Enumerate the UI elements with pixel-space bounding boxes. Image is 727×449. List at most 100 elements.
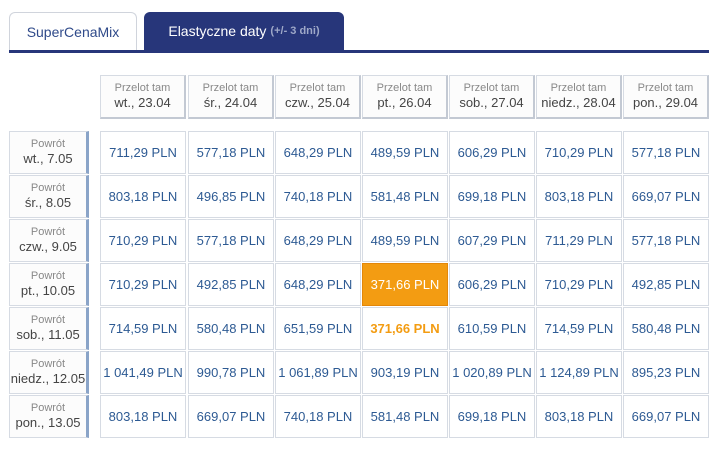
price-value: 714,59 PLN (108, 321, 178, 336)
price-cell[interactable]: 577,18 PLN (188, 219, 274, 262)
price-cell[interactable]: 648,29 PLN (275, 131, 361, 174)
price-cell[interactable]: 577,18 PLN (623, 219, 709, 262)
price-cell[interactable]: 492,85 PLN (623, 263, 709, 306)
row-header-date: pt., 10.05 (20, 283, 76, 298)
price-cell[interactable]: 710,29 PLN (100, 219, 186, 262)
column-header-date: niedz., 28.04 (541, 95, 616, 110)
row-header-label: Powrót (30, 358, 66, 370)
price-value: 648,29 PLN (283, 233, 353, 248)
tab-supercenamix[interactable]: SuperCenaMix (9, 12, 137, 50)
row-header-label: Powrót (30, 270, 66, 282)
row-header-date: czw., 9.05 (19, 239, 77, 254)
price-cell[interactable]: 1 124,89 PLN (536, 351, 622, 394)
price-cell[interactable]: 803,18 PLN (536, 175, 622, 218)
column-header-date: śr., 24.04 (203, 95, 258, 110)
price-value: 803,18 PLN (108, 189, 178, 204)
price-value: 489,59 PLN (370, 233, 440, 248)
price-value: 577,18 PLN (631, 145, 701, 160)
price-value: 990,78 PLN (196, 365, 266, 380)
price-value: 581,48 PLN (370, 409, 440, 424)
price-value: 803,18 PLN (544, 189, 614, 204)
price-value: 710,29 PLN (544, 145, 614, 160)
price-cell[interactable]: 1 020,89 PLN (449, 351, 535, 394)
price-cell[interactable]: 669,07 PLN (623, 395, 709, 438)
row-header: Powrót niedz., 12.05 (9, 351, 89, 394)
row-header: Powrót pt., 10.05 (9, 263, 89, 306)
price-value: 606,29 PLN (457, 145, 527, 160)
price-cell[interactable]: 580,48 PLN (188, 307, 274, 350)
price-value: 577,18 PLN (196, 233, 266, 248)
price-cell[interactable]: 577,18 PLN (188, 131, 274, 174)
price-cell[interactable]: 903,19 PLN (362, 351, 448, 394)
price-cell[interactable]: 669,07 PLN (623, 175, 709, 218)
row-header-label: Powrót (30, 138, 66, 150)
price-cell[interactable]: 714,59 PLN (536, 307, 622, 350)
price-cell[interactable]: 580,48 PLN (623, 307, 709, 350)
column-header-label: Przelot tam (637, 82, 694, 94)
column-header-label: Przelot tam (202, 82, 259, 94)
column-header-date: sob., 27.04 (459, 95, 524, 110)
column-header-label: Przelot tam (114, 82, 171, 94)
price-cell[interactable]: 648,29 PLN (275, 263, 361, 306)
price-cell[interactable]: 710,29 PLN (536, 263, 622, 306)
price-cell[interactable]: 711,29 PLN (100, 131, 186, 174)
column-header: Przelot tam sob., 27.04 (449, 75, 535, 119)
price-cell[interactable]: 990,78 PLN (188, 351, 274, 394)
price-cell[interactable]: 371,66 PLN (362, 263, 448, 306)
price-cell[interactable]: 581,48 PLN (362, 395, 448, 438)
column-header: Przelot tam czw., 25.04 (275, 75, 361, 119)
price-cell[interactable]: 1 061,89 PLN (275, 351, 361, 394)
price-cell[interactable]: 606,29 PLN (449, 131, 535, 174)
price-cell[interactable]: 699,18 PLN (449, 395, 535, 438)
tab-supercenamix-label: SuperCenaMix (26, 23, 120, 40)
price-cell[interactable]: 710,29 PLN (536, 131, 622, 174)
price-cell[interactable]: 803,18 PLN (536, 395, 622, 438)
price-value: 669,07 PLN (631, 189, 701, 204)
row-header-date: niedz., 12.05 (10, 371, 86, 386)
price-value: 607,29 PLN (457, 233, 527, 248)
price-cell[interactable]: 895,23 PLN (623, 351, 709, 394)
price-cell[interactable]: 1 041,49 PLN (100, 351, 186, 394)
price-cell[interactable]: 669,07 PLN (188, 395, 274, 438)
price-value: 648,29 PLN (283, 145, 353, 160)
tab-elastic-dates[interactable]: Elastyczne daty (+/- 3 dni) (144, 12, 344, 50)
price-cell[interactable]: 607,29 PLN (449, 219, 535, 262)
price-value: 489,59 PLN (370, 145, 440, 160)
price-value: 669,07 PLN (631, 409, 701, 424)
column-header-label: Przelot tam (376, 82, 433, 94)
price-value: 371,66 PLN (370, 321, 440, 336)
price-value: 606,29 PLN (457, 277, 527, 292)
price-cell[interactable]: 606,29 PLN (449, 263, 535, 306)
price-cell[interactable]: 496,85 PLN (188, 175, 274, 218)
row-header-date: pon., 13.05 (15, 415, 81, 430)
price-cell[interactable]: 651,59 PLN (275, 307, 361, 350)
column-header-label: Przelot tam (550, 82, 607, 94)
price-cell[interactable]: 714,59 PLN (100, 307, 186, 350)
price-cell[interactable]: 610,59 PLN (449, 307, 535, 350)
price-cell[interactable]: 803,18 PLN (100, 395, 186, 438)
price-cell[interactable]: 740,18 PLN (275, 175, 361, 218)
column-header: Przelot tam niedz., 28.04 (536, 75, 622, 119)
tab-elastic-label: Elastyczne daty (168, 23, 267, 39)
price-cell[interactable]: 699,18 PLN (449, 175, 535, 218)
price-cell[interactable]: 371,66 PLN (362, 307, 448, 350)
column-header-date: wt., 23.04 (114, 95, 171, 110)
column-header-label: Przelot tam (289, 82, 346, 94)
row-header-label: Powrót (30, 314, 66, 326)
price-cell[interactable]: 489,59 PLN (362, 219, 448, 262)
price-cell[interactable]: 577,18 PLN (623, 131, 709, 174)
row-header-date: wt., 7.05 (23, 151, 73, 166)
price-value: 740,18 PLN (283, 189, 353, 204)
row-header: Powrót pon., 13.05 (9, 395, 89, 438)
price-cell[interactable]: 489,59 PLN (362, 131, 448, 174)
price-value: 710,29 PLN (108, 277, 178, 292)
price-value: 1 124,89 PLN (539, 365, 619, 380)
price-cell[interactable]: 711,29 PLN (536, 219, 622, 262)
price-cell[interactable]: 492,85 PLN (188, 263, 274, 306)
price-cell[interactable]: 803,18 PLN (100, 175, 186, 218)
price-cell[interactable]: 648,29 PLN (275, 219, 361, 262)
price-cell[interactable]: 581,48 PLN (362, 175, 448, 218)
price-cell[interactable]: 740,18 PLN (275, 395, 361, 438)
row-header-date: śr., 8.05 (24, 195, 72, 210)
price-cell[interactable]: 710,29 PLN (100, 263, 186, 306)
